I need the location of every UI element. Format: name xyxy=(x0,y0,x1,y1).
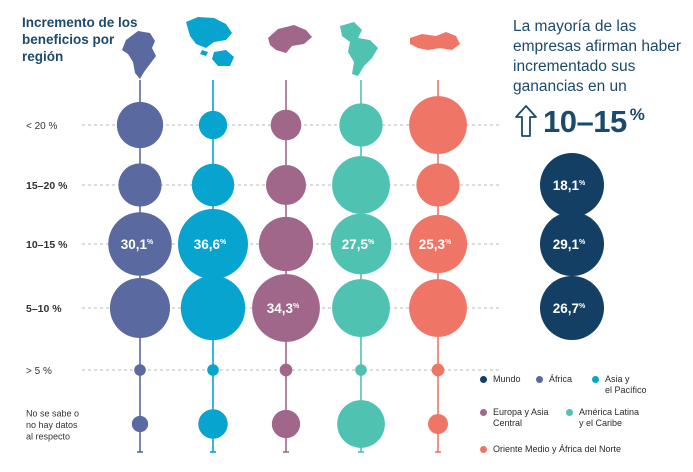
data-bubble xyxy=(198,110,228,140)
data-bubble xyxy=(116,101,164,149)
data-bubble xyxy=(540,212,604,276)
data-bubble xyxy=(332,279,390,337)
data-bubble xyxy=(131,415,149,433)
data-bubble xyxy=(540,276,604,340)
legend-item-africa: África xyxy=(536,374,572,385)
data-bubble xyxy=(180,275,246,341)
data-label: 29,1% xyxy=(553,237,586,252)
data-bubble xyxy=(118,163,162,207)
legend-item-asia-pacifico: Asia y el Pacífico xyxy=(592,374,647,396)
data-bubble xyxy=(178,209,248,279)
data-bubble xyxy=(409,279,467,337)
data-label: 34,3% xyxy=(267,301,300,316)
legend-label: Asia y el Pacífico xyxy=(605,374,647,395)
legend-label: Mundo xyxy=(493,374,521,384)
legend-swatch xyxy=(480,409,487,416)
europe-central-asia-map-icon xyxy=(268,25,312,53)
data-bubble xyxy=(332,156,390,214)
data-bubble xyxy=(427,413,449,435)
asia-pacific-map-icon xyxy=(186,17,234,66)
category-label: No se sabe o no hay datos al respecto xyxy=(26,409,79,442)
data-label: 26,7% xyxy=(553,301,586,316)
data-bubble xyxy=(355,364,367,376)
legend-swatch xyxy=(566,409,573,416)
data-label: 18,1% xyxy=(553,178,586,193)
data-bubble xyxy=(252,274,320,342)
data-bubble xyxy=(265,164,307,206)
data-bubble xyxy=(109,277,171,339)
legend-swatch xyxy=(536,376,543,383)
legend-item-america-latina: América Latina y el Caribe xyxy=(566,407,639,429)
category-label: > 5 % xyxy=(26,366,52,377)
data-label: 36,6% xyxy=(194,237,227,252)
legend: Mundo África Asia y el Pacífico Europa y… xyxy=(480,372,690,464)
data-bubble xyxy=(416,163,460,207)
data-bubble xyxy=(339,103,383,147)
data-bubble xyxy=(271,409,301,439)
data-bubble xyxy=(191,163,235,207)
legend-label: América Latina y el Caribe xyxy=(579,407,640,428)
legend-item-mundo: Mundo xyxy=(480,374,521,385)
data-bubble xyxy=(330,213,392,275)
data-bubble xyxy=(207,364,219,376)
middle-east-north-africa-map-icon xyxy=(410,32,460,50)
category-label: 5–10 % xyxy=(26,303,62,315)
legend-swatch xyxy=(480,446,487,453)
data-bubble xyxy=(270,109,302,141)
data-bubble xyxy=(409,96,467,154)
data-bubble xyxy=(279,363,293,377)
legend-item-europa-asia-central: Europa y Asia Central xyxy=(480,407,549,429)
headline-text: La mayoría de las empresas afirman haber… xyxy=(513,18,681,95)
legend-label: África xyxy=(549,374,573,384)
data-bubble xyxy=(431,363,445,377)
africa-map-icon xyxy=(122,31,156,79)
data-label: 30,1% xyxy=(121,237,154,252)
legend-label: Oriente Medio y África del Norte xyxy=(493,444,622,454)
legend-swatch xyxy=(592,376,599,383)
data-bubble xyxy=(198,409,228,439)
data-bubble xyxy=(108,212,172,276)
data-label: 25,3% xyxy=(419,237,452,252)
legend-label: Europa y Asia Central xyxy=(493,407,549,428)
highlight-value: 10–15 xyxy=(543,104,627,139)
data-bubble xyxy=(134,364,146,376)
category-label: 15–20 % xyxy=(26,180,68,192)
arrow-up-icon xyxy=(515,105,537,137)
data-bubble xyxy=(540,153,604,217)
data-bubble xyxy=(258,216,314,272)
chart-title: Incremento de los beneficios por región xyxy=(22,15,138,64)
highlight-figure: 10–15 % xyxy=(514,104,645,140)
legend-item-oriente-medio: Oriente Medio y África del Norte xyxy=(480,444,621,455)
data-bubble xyxy=(408,214,468,274)
category-label: 10–15 % xyxy=(26,239,68,251)
data-bubble xyxy=(337,400,385,448)
data-label: 27,5% xyxy=(342,237,375,252)
latin-america-map-icon xyxy=(340,22,378,76)
highlight-unit: % xyxy=(629,105,645,124)
category-label: < 20 % xyxy=(26,121,58,132)
legend-swatch xyxy=(480,376,487,383)
